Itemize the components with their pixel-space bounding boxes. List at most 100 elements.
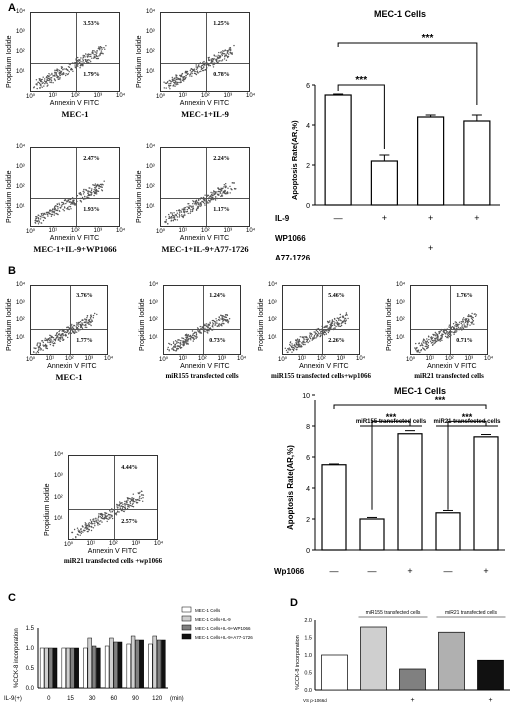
y-tick-label: 10¹ [16,334,25,341]
quadrant-vertical-line [76,148,77,226]
bar [463,120,491,206]
y-tick-label: 10¹ [268,334,277,341]
y-tick-label: 10² [396,317,405,323]
y-tick-label: 10⁴ [16,9,26,15]
legend-label: MEC-1 Cells+IL-9+WP1066 [195,626,251,631]
scatter-events [166,314,231,352]
y-axis-label: Propidium Iodide [136,170,143,223]
y-tick-label: 0.0 [304,688,312,694]
panel-a-label: A [8,2,16,14]
upper-right-percentage: 1.76% [456,293,473,299]
x-tick-label: 10³ [93,93,103,99]
y-tick-label: 10⁴ [268,282,278,288]
x-tick-label: 10⁴ [484,356,494,362]
x-axis-label: Annexin V FITC [179,100,230,107]
bar [87,637,92,689]
y-tick-label: 10¹ [396,334,405,341]
x-tick-label: 10³ [464,356,474,362]
legend-label: MEC-1 Cells+IL-9+A77-1726 [195,635,253,640]
upper-right-percentage: 3.53% [83,21,100,27]
x-tick-label: 10¹ [86,541,96,547]
x-axis-label: Annexin V FITC [427,363,477,370]
treatment-mark: — [444,566,453,576]
y-axis-label: Apoptosis Rate(AR,%) [290,120,299,200]
legend-label: MEC-1 Cells [195,608,221,613]
flow-plot-caption: miR155 transfected cells+wp1066 [270,372,372,380]
panel-c-label: C [8,592,16,604]
lower-right-percentage: 2.57% [121,518,138,525]
lower-right-percentage: 0.78% [213,72,230,79]
y-axis-label: Propidium Iodide [6,170,13,223]
x-axis-label: Annexin V FITC [87,548,138,555]
y-tick-label: 0.5 [304,671,312,677]
quadrant-vertical-line [203,286,204,354]
flow-plot: 2.47% 1.93% [30,147,120,227]
x-tick-label: 15 [67,696,74,702]
x-tick-label: 10⁴ [246,93,256,99]
flow-plot: 1.25% 0.78% [160,12,250,92]
y-tick-label: 10² [16,49,25,55]
y-tick-label: 10² [146,184,155,190]
x-tick-label: 10³ [84,356,94,362]
upper-right-percentage: 4.44% [121,464,138,471]
x-tick-label: 10¹ [178,356,188,362]
quadrant-horizontal-line [411,329,487,331]
x-tick-label: 10¹ [178,228,188,234]
lower-right-percentage: 0.73% [209,337,226,344]
bar [74,647,79,689]
x-tick-label: 60 [110,696,117,702]
y-tick-label: 10² [16,184,25,190]
x-tick-label: 10⁰ [156,229,166,235]
y-tick-label: 2.0 [304,618,312,624]
bar [65,647,71,689]
bar [148,643,153,689]
bar [61,647,66,689]
bar [44,647,49,689]
treatment-mark: + [410,697,414,704]
y-tick-label: 1.5 [26,626,35,632]
y-tick-label: 4 [306,123,310,130]
treatment-mark: + [428,243,433,253]
significance-bracket [371,420,411,510]
x-tick-label: 10⁰ [278,357,288,363]
bar [360,626,387,691]
flow-plot-caption: MEC-1 [61,109,89,119]
y-tick-label: 10¹ [146,69,155,75]
x-tick-label: 10⁰ [64,542,74,548]
lower-right-percentage: 1.79% [83,72,100,79]
x-tick-label: 10² [445,356,454,362]
x-tick-label: 10² [317,356,326,362]
x-tick-label: 10⁰ [406,357,416,363]
x-tick-label: 10² [65,356,74,362]
x-tick-label: 10² [71,93,80,99]
y-tick-label: 10³ [54,473,63,480]
bar [359,518,385,551]
treatment-row-label: A77-1726 [275,254,311,260]
treatment-row-label: IL-9 [275,214,290,223]
x-axis-label: Annexin V FITC [49,100,100,107]
chart-title: MEC-1 Cells [374,9,426,19]
y-tick-label: 2 [306,517,310,524]
y-tick-label: 10³ [146,29,155,35]
significance-label: *** [422,33,434,44]
y-tick-label: 10⁴ [146,9,156,15]
bar [91,645,97,689]
significance-label: *** [355,75,367,86]
flow-plot-caption: MEC-1+IL-9+WP1066 [33,244,117,254]
y-tick-label: 0.0 [26,686,35,692]
x-tick-label: 10² [71,228,80,234]
y-tick-label: 4 [306,486,310,493]
x-tick-label: 10⁴ [246,228,256,234]
x-tick-label: 120 [152,696,163,702]
bar [117,641,123,689]
significance-bracket [337,84,385,149]
scatter-events [414,312,478,354]
group-label: miR21 transfected cells [445,610,497,616]
bar [399,668,426,691]
x-tick-label: 10¹ [425,356,435,362]
upper-right-percentage: 1.25% [213,21,230,27]
y-axis-label: Propidium Iodide [136,35,143,88]
y-tick-label: 10 [302,393,310,400]
y-tick-label: 10² [149,317,158,323]
x-tick-label: 0 [47,696,51,702]
